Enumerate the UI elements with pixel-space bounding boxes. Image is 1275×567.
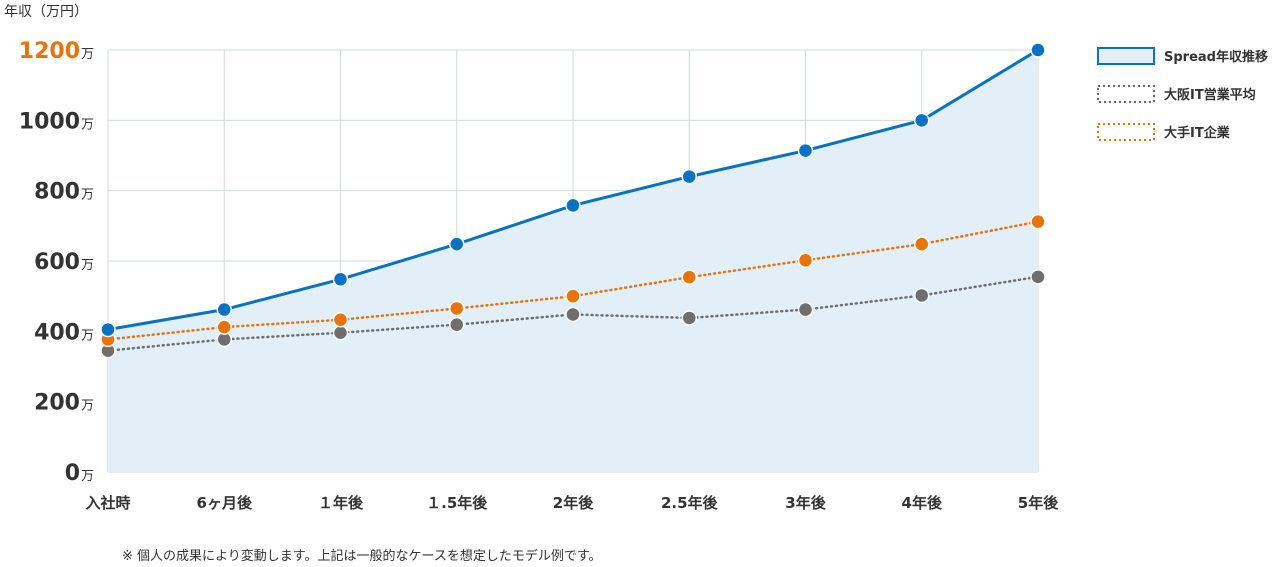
legend-swatch-2 bbox=[1097, 123, 1155, 141]
point-series-1-4 bbox=[565, 306, 581, 323]
y-tick-label-5: 1000 bbox=[19, 109, 80, 134]
point-series-0-4 bbox=[565, 197, 581, 214]
point-series-0-6 bbox=[797, 142, 814, 159]
legend-label-0: Spread年収推移 bbox=[1164, 49, 1268, 65]
point-series-0-7 bbox=[914, 112, 930, 129]
x-tick-label-4: 2年後 bbox=[553, 494, 594, 512]
point-series-1-8 bbox=[1030, 269, 1046, 285]
y-tick-label-1: 200 bbox=[34, 391, 80, 416]
point-series-0-5 bbox=[681, 168, 697, 185]
x-tick-label-3: １.5年後 bbox=[426, 494, 488, 512]
x-tick-label-1: 6ヶ月後 bbox=[197, 494, 253, 512]
point-series-1-3 bbox=[449, 316, 465, 333]
point-series-1-5 bbox=[681, 310, 697, 326]
y-tick-label-0: 0 bbox=[65, 461, 80, 486]
point-series-0-0 bbox=[100, 321, 116, 338]
y-tick-unit-5: 万 bbox=[81, 117, 94, 132]
point-series-0-8 bbox=[1030, 42, 1046, 58]
point-series-2-4 bbox=[565, 288, 581, 304]
x-tick-label-2: １年後 bbox=[318, 494, 364, 512]
point-series-1-6 bbox=[797, 301, 814, 318]
y-tick-label-3: 600 bbox=[34, 250, 80, 275]
legend-label-2: 大手IT企業 bbox=[1164, 125, 1231, 141]
point-series-2-3 bbox=[449, 300, 465, 317]
point-series-2-5 bbox=[681, 269, 697, 285]
point-series-2-7 bbox=[914, 236, 930, 252]
footnote: ※ 個人の成果により変動します。上記は一般的なケースを想定したモデル例です。 bbox=[122, 549, 602, 564]
x-tick-label-0: 入社時 bbox=[85, 494, 130, 512]
point-series-2-8 bbox=[1030, 213, 1046, 230]
point-series-0-3 bbox=[449, 236, 465, 252]
series-points bbox=[100, 42, 1046, 359]
point-series-1-7 bbox=[914, 287, 930, 304]
legend-swatch-0 bbox=[1097, 47, 1155, 65]
point-series-2-6 bbox=[797, 252, 814, 269]
x-tick-label-5: 2.5年後 bbox=[661, 494, 719, 512]
y-tick-unit-6: 万 bbox=[81, 47, 94, 62]
y-tick-unit-2: 万 bbox=[81, 328, 94, 343]
point-series-2-1 bbox=[216, 319, 232, 335]
y-tick-unit-1: 万 bbox=[81, 399, 94, 414]
legend-swatch-1 bbox=[1097, 85, 1155, 103]
y-tick-label-6: 1200 bbox=[19, 39, 80, 64]
y-tick-unit-0: 万 bbox=[81, 469, 94, 484]
y-tick-unit-4: 万 bbox=[81, 188, 94, 203]
y-tick-label-2: 400 bbox=[34, 320, 80, 345]
y-tick-label-4: 800 bbox=[34, 180, 80, 205]
point-series-0-1 bbox=[216, 301, 232, 318]
legend-label-1: 大阪IT営業平均 bbox=[1164, 87, 1256, 103]
x-tick-label-6: 3年後 bbox=[785, 494, 826, 512]
y-tick-unit-3: 万 bbox=[81, 258, 94, 273]
x-ticks: 入社時 6ヶ月後 １年後 １.5年後 2年後 2.5年後 3年後 4年後 5年後 bbox=[85, 494, 1059, 512]
point-series-0-2 bbox=[332, 271, 349, 288]
point-series-1-2 bbox=[332, 324, 349, 341]
point-series-2-2 bbox=[332, 311, 349, 328]
x-tick-label-8: 5年後 bbox=[1018, 494, 1059, 512]
x-tick-label-7: 4年後 bbox=[902, 494, 943, 512]
y-axis-label: 年収（万円） bbox=[4, 4, 88, 20]
